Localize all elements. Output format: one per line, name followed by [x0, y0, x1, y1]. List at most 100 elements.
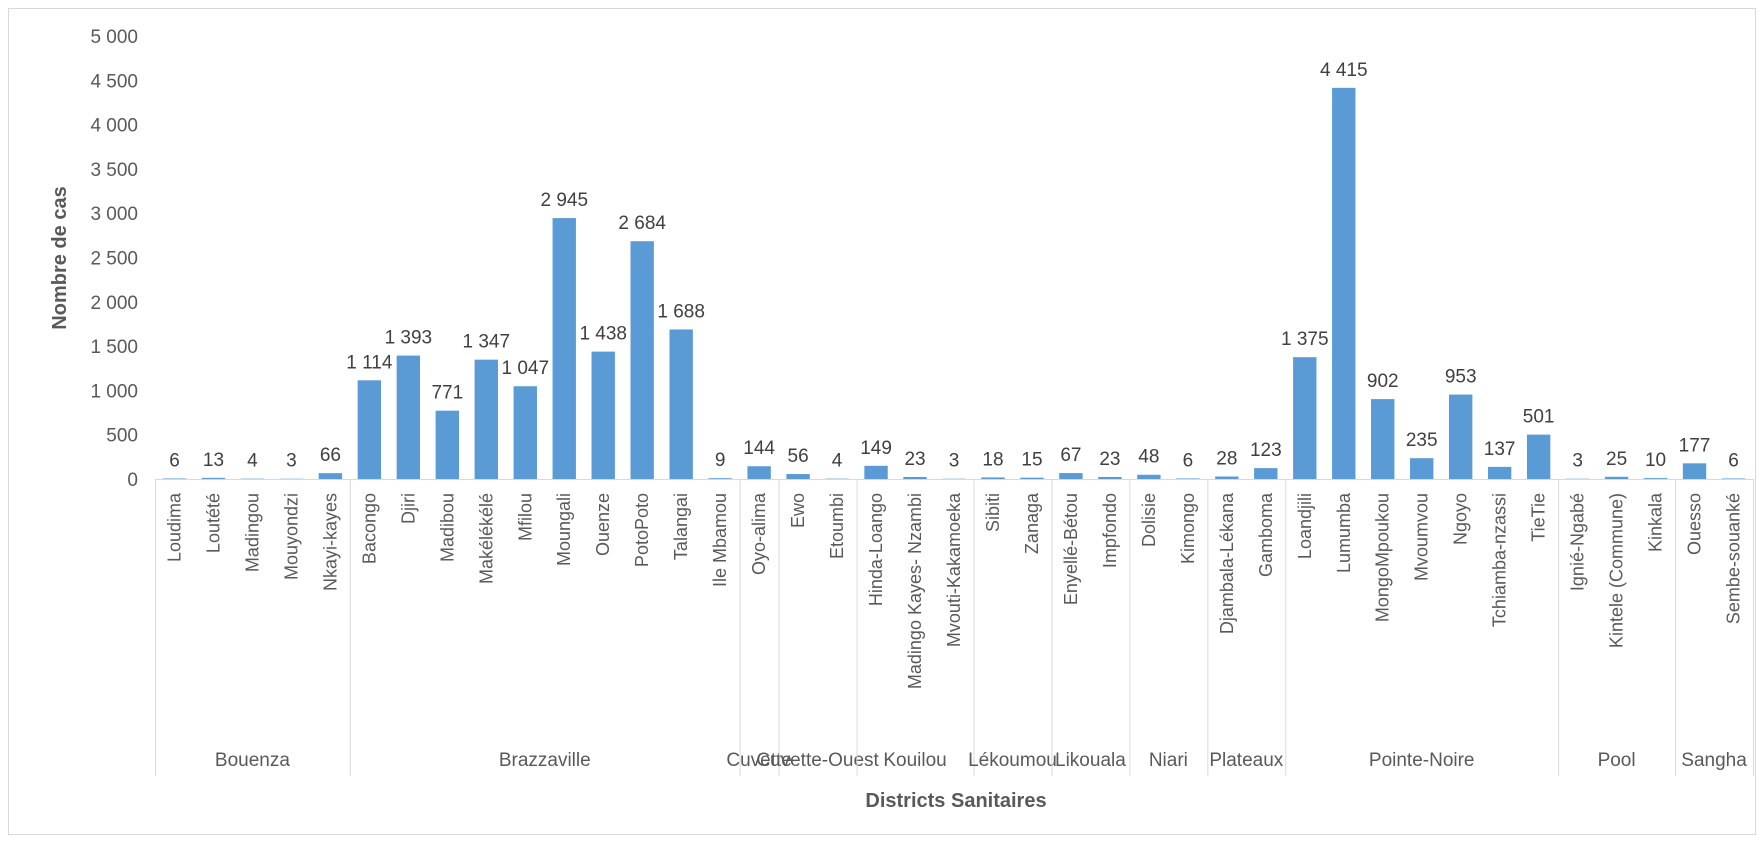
bar-value-label: 4 415 [1320, 60, 1368, 81]
x-tick-label: Zanaga [1022, 492, 1042, 554]
y-tick-label: 2 500 [90, 249, 138, 270]
y-tick-label: 2 000 [90, 293, 138, 314]
bar-value-label: 13 [203, 450, 224, 471]
bar-value-label: 149 [860, 438, 892, 459]
bar [514, 386, 537, 479]
y-tick-label: 1 500 [90, 337, 138, 358]
x-tick-label: Gamboma [1256, 492, 1276, 577]
x-tick-label: Lumumba [1334, 492, 1354, 573]
bar-value-label: 3 [949, 451, 960, 472]
bar-value-label: 144 [743, 438, 775, 459]
bar [475, 360, 498, 479]
x-tick-label: Ewo [788, 493, 808, 528]
y-tick-label: 3 500 [90, 160, 138, 181]
bar-value-label: 23 [1099, 449, 1120, 470]
group-label: Kouilou [883, 750, 946, 771]
bar-value-label: 48 [1138, 447, 1159, 468]
bar-value-label: 1 688 [657, 301, 705, 322]
x-tick-label: Impfondo [1100, 493, 1120, 568]
y-tick-label: 3 000 [90, 204, 138, 225]
bar-value-label: 28 [1216, 449, 1237, 470]
bar-value-label: 177 [1679, 435, 1711, 456]
bar [202, 478, 225, 479]
bar [1449, 395, 1472, 479]
bar [1683, 463, 1706, 479]
bar [1020, 478, 1043, 479]
bar [163, 478, 186, 479]
bar-value-label: 3 [286, 451, 297, 472]
group-label: Plateaux [1209, 750, 1283, 771]
y-tick-label: 4 000 [90, 116, 138, 137]
x-tick-label: Ignié-Ngabé [1568, 493, 1588, 591]
bar-value-label: 4 [832, 451, 843, 472]
bar-value-label: 67 [1060, 445, 1081, 466]
bar [1644, 478, 1667, 479]
bar [358, 380, 381, 479]
x-tick-label: Kintele (Commune) [1607, 493, 1627, 648]
x-tick-label: Talangai [671, 493, 691, 560]
bar-value-label: 9 [715, 450, 726, 471]
x-tick-label: Ouenze [593, 493, 613, 556]
bar-value-label: 4 [247, 451, 258, 472]
bar [1293, 357, 1316, 479]
bar-value-label: 137 [1484, 439, 1516, 460]
x-tick-label: Kimongo [1178, 493, 1198, 564]
bar [669, 329, 692, 479]
x-tick-label: Ouesso [1685, 493, 1705, 555]
bar-value-label: 2 684 [618, 213, 666, 234]
x-tick-label: Etoumbi [827, 493, 847, 559]
bar [631, 241, 654, 479]
bar-value-label: 23 [904, 449, 925, 470]
bar [1527, 435, 1550, 479]
y-tick-label: 500 [106, 426, 138, 447]
bar-value-label: 2 945 [540, 190, 588, 211]
bar [1332, 88, 1355, 479]
x-tick-label: Nkayi-kayes [320, 493, 340, 591]
bar-value-label: 3 [1572, 451, 1583, 472]
bar [708, 478, 731, 479]
group-label: Cuvette-Ouest [756, 750, 879, 771]
x-tick-label: TieTie [1529, 493, 1549, 542]
bar-value-label: 56 [788, 446, 809, 467]
bar-value-label: 771 [431, 383, 463, 404]
bar-value-label: 15 [1021, 450, 1042, 471]
chart-border [9, 9, 1756, 835]
bar-value-label: 1 393 [385, 328, 433, 349]
x-tick-label: Mouyondzi [281, 493, 301, 580]
x-tick-label: Oyo-alima [749, 492, 769, 575]
bar-value-label: 6 [1183, 450, 1194, 471]
x-tick-label: Bacongo [359, 493, 379, 564]
bar-value-label: 18 [982, 449, 1003, 470]
x-tick-label: Loandjili [1295, 493, 1315, 559]
bar-value-label: 123 [1250, 440, 1282, 461]
bar [1722, 478, 1745, 479]
bar-value-label: 1 438 [579, 324, 627, 345]
bar [1059, 473, 1082, 479]
x-tick-label: Kinkala [1646, 492, 1666, 552]
bar-value-label: 953 [1445, 367, 1477, 388]
group-label: Likouala [1055, 750, 1126, 771]
x-tick-label: Loutété [203, 493, 223, 553]
bar-value-label: 1 047 [501, 358, 549, 379]
bar-value-label: 1 347 [463, 332, 511, 353]
group-label: Lékoumou [968, 750, 1057, 771]
y-tick-label: 5 000 [90, 27, 138, 48]
bar [436, 411, 459, 479]
bar-value-label: 501 [1523, 407, 1555, 428]
y-tick-label: 1 000 [90, 381, 138, 402]
x-tick-label: Sibiti [983, 493, 1003, 532]
y-tick-label: 4 500 [90, 71, 138, 92]
y-tick-label: 0 [127, 470, 138, 491]
x-tick-label: Tchiamba-nzassi [1490, 493, 1510, 627]
x-tick-label: Sembe-souanké [1724, 493, 1744, 624]
x-tick-label: Djiri [398, 493, 418, 524]
x-tick-label: Madibou [437, 493, 457, 562]
x-tick-label: PotoPoto [632, 493, 652, 567]
group-label: Bouenza [215, 750, 290, 771]
bar [319, 473, 342, 479]
bar [397, 356, 420, 479]
bar-value-label: 1 114 [346, 352, 393, 373]
bar [786, 474, 809, 479]
